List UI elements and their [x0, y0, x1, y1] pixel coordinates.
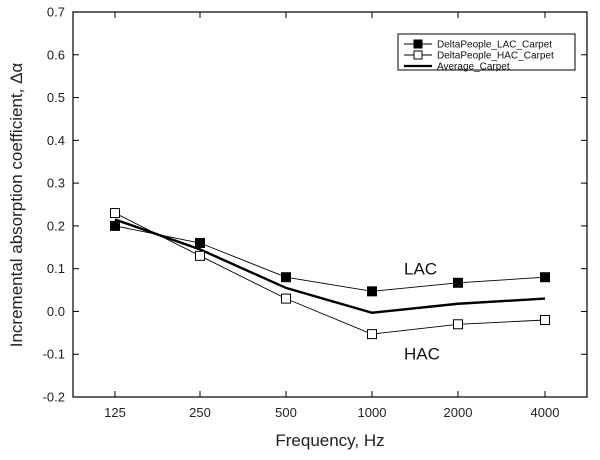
legend-label-1: DeltaPeople_LAC_Carpet: [437, 40, 552, 51]
y-tick-label: 0.3: [47, 176, 65, 191]
x-tick-label: 125: [104, 405, 126, 420]
series-line-3: [114, 218, 546, 314]
series-1-point: [195, 238, 205, 248]
legend-marker-2: [413, 50, 423, 60]
x-tick-label: 500: [275, 405, 297, 420]
series-2-point: [540, 315, 550, 325]
y-tick-label: 0.7: [47, 5, 65, 20]
series-1-point: [281, 272, 291, 283]
y-tick-label: 0.5: [47, 90, 65, 105]
y-tick-label: 0.0: [47, 304, 65, 319]
x-tick-label: 4000: [531, 405, 560, 420]
legend-marker-1: [413, 39, 423, 49]
series-2-point: [281, 293, 291, 304]
series-markers: [110, 208, 550, 340]
series-1-point: [367, 286, 377, 297]
x-tick-label: 1000: [358, 405, 387, 420]
x-tick-label: 2000: [444, 405, 473, 420]
series-lines: [114, 212, 546, 335]
annotation-hac: HAC: [404, 344, 440, 363]
legend-box: [397, 33, 576, 71]
y-tick-label: -0.1: [43, 347, 65, 362]
series-2-point: [110, 208, 120, 219]
series-1-point: [540, 272, 550, 283]
x-axis-ticks: 125 250 500 1000 2000 4000: [104, 12, 559, 420]
series-line-2: [114, 212, 546, 335]
series-1-point: [453, 277, 463, 288]
series-line-1: [114, 225, 546, 292]
y-tick-label: 0.2: [47, 218, 65, 233]
series-2-point: [367, 329, 377, 340]
series-1-point: [110, 220, 120, 231]
y-axis-title: Incremental absorption coefficient, Δα: [7, 63, 26, 348]
series-2-point: [453, 319, 463, 330]
legend: DeltaPeople_LAC_CarpetDeltaPeople_HAC_Ca…: [397, 33, 576, 73]
y-tick-label: 0.1: [47, 261, 65, 276]
annotations: LAC HAC: [404, 260, 440, 364]
x-axis-title: Frequency, Hz: [275, 431, 384, 450]
plot-frame: [72, 11, 588, 398]
y-tick-label: 0.6: [47, 47, 65, 62]
x-tick-label: 250: [189, 405, 211, 420]
y-tick-label: 0.4: [47, 133, 65, 148]
legend-label-3: Average_Carpet: [437, 62, 510, 73]
legend-label-2: DeltaPeople_HAC_Carpet: [437, 51, 554, 62]
series-2-point: [195, 250, 205, 261]
annotation-lac: LAC: [404, 260, 437, 279]
y-tick-label: -0.2: [43, 390, 65, 405]
y-axis-ticks: -0.2 -0.1 0.0 0.1 0.2 0.3 0.4 0.5 0.6 0.7: [43, 5, 587, 405]
